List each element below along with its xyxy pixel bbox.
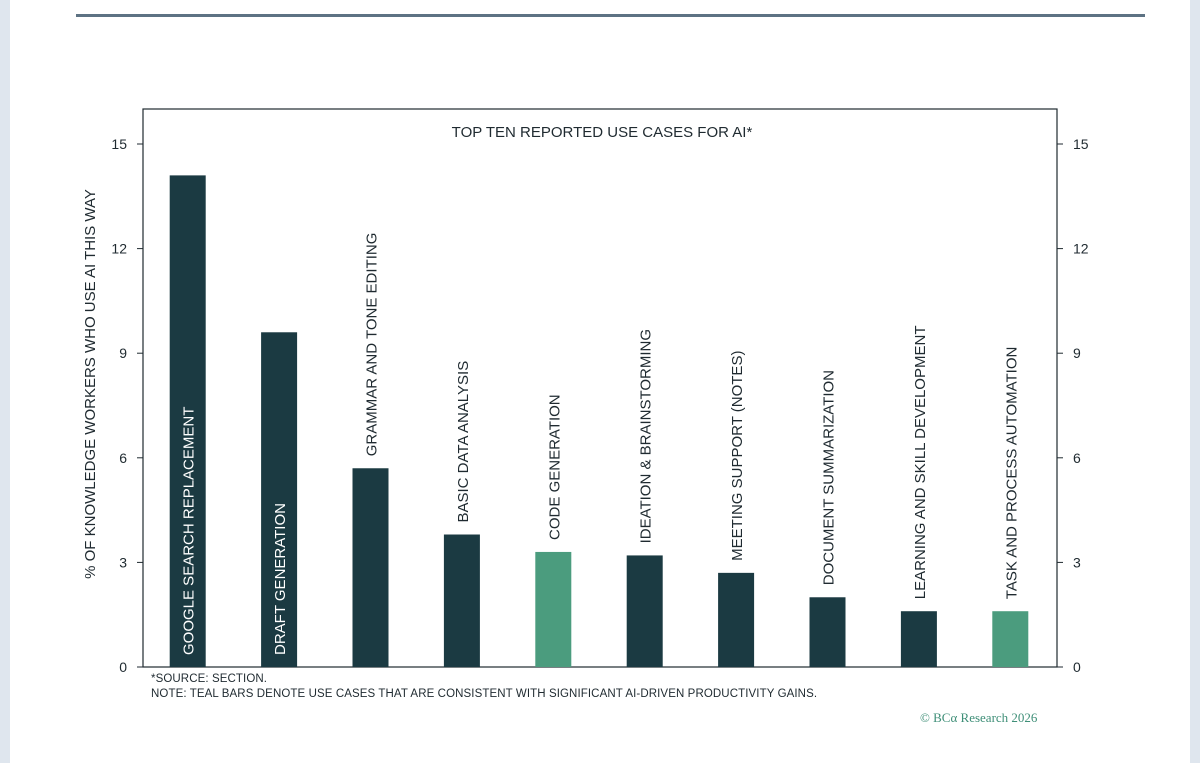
bar-label: DOCUMENT SUMMARIZATION — [821, 370, 838, 585]
bar-label: GRAMMAR AND TONE EDITING — [364, 233, 381, 457]
left-tick-label: 0 — [119, 659, 127, 675]
bar-label: BASIC DATA ANALYSIS — [455, 361, 472, 523]
left-tick-label: 12 — [111, 241, 127, 257]
left-tick-label: 3 — [119, 554, 127, 570]
bar — [992, 611, 1029, 667]
bar-label: CODE GENERATION — [546, 394, 563, 540]
bar — [718, 572, 755, 667]
bar-label: TASK AND PROCESS AUTOMATION — [1003, 347, 1020, 600]
bar-label: IDEATION & BRAINSTORMING — [638, 329, 655, 543]
bar-label: MEETING SUPPORT (NOTES) — [729, 351, 746, 561]
right-tick-label: 0 — [1073, 659, 1081, 675]
bar-labels: GOOGLE SEARCH REPLACEMENT DRAFT GENERATIO… — [181, 233, 1021, 655]
chart-title: TOP TEN REPORTED USE CASES FOR AI* — [452, 124, 753, 141]
left-axis-ticks: 0 3 6 9 12 15 — [111, 136, 143, 675]
bar — [626, 555, 663, 667]
copyright-notice: © BCα Research 2026 — [920, 710, 1038, 725]
bar — [535, 551, 572, 667]
right-tick-label: 15 — [1073, 136, 1089, 152]
right-axis-ticks: 0 3 6 9 12 15 — [1057, 136, 1089, 675]
bar — [169, 175, 206, 667]
bar-label: GOOGLE SEARCH REPLACEMENT — [181, 407, 198, 655]
bar — [261, 332, 298, 667]
right-tick-label: 9 — [1073, 345, 1081, 361]
bars — [169, 175, 1029, 667]
source-note: *SOURCE: SECTION. — [151, 673, 268, 685]
bar — [900, 611, 937, 667]
bar — [352, 468, 389, 667]
left-tick-label: 6 — [119, 450, 127, 466]
right-tick-label: 6 — [1073, 450, 1081, 466]
bar-label: DRAFT GENERATION — [272, 503, 289, 655]
bar — [443, 534, 480, 667]
y-axis-label: % OF KNOWLEDGE WORKERS WHO USE AI THIS W… — [82, 189, 99, 579]
plot-frame — [142, 108, 1058, 668]
bar-label: LEARNING AND SKILL DEVELOPMENT — [912, 326, 929, 600]
top-divider — [76, 14, 1145, 17]
right-tick-label: 3 — [1073, 554, 1081, 570]
teal-bar-note: NOTE: TEAL BARS DENOTE USE CASES THAT AR… — [151, 688, 818, 700]
left-tick-label: 15 — [111, 136, 127, 152]
left-tick-label: 9 — [119, 345, 127, 361]
right-tick-label: 12 — [1073, 241, 1089, 257]
bar — [809, 597, 846, 667]
